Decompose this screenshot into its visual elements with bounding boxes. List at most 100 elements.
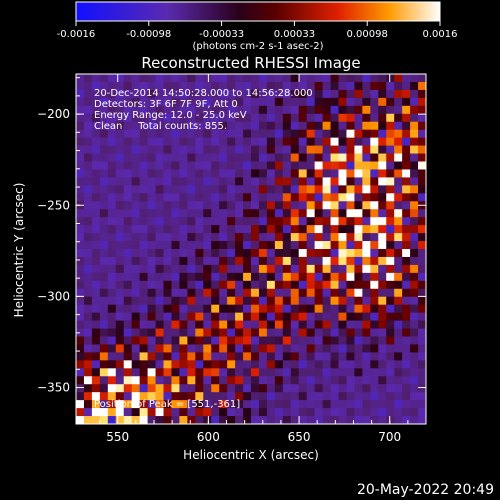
heatmap-cell <box>338 193 348 202</box>
heatmap-cell <box>251 121 260 131</box>
heatmap-cell <box>290 89 300 99</box>
heatmap-cell <box>386 249 395 258</box>
heatmap-cell <box>91 225 101 234</box>
heatmap-cell <box>330 209 340 218</box>
heatmap-cell <box>147 121 157 131</box>
heatmap-cell <box>99 344 109 354</box>
heatmap-cell <box>155 74 165 83</box>
heatmap-cell <box>227 344 236 354</box>
heatmap-cell <box>282 233 292 242</box>
heatmap-cell <box>338 97 348 107</box>
heatmap-cell <box>306 368 316 377</box>
heatmap-cell <box>171 177 181 186</box>
heatmap-cell <box>298 137 308 147</box>
heatmap-cell <box>203 384 212 393</box>
heatmap-cell <box>394 233 403 242</box>
heatmap-cell <box>187 177 196 186</box>
heatmap-cell <box>99 217 109 226</box>
heatmap-cell <box>274 264 284 274</box>
heatmap-cell <box>290 209 300 218</box>
heatmap-cell <box>290 74 300 83</box>
heatmap-cell <box>227 177 236 186</box>
heatmap-cell <box>195 272 204 282</box>
heatmap-cell <box>195 217 204 226</box>
heatmap-cell <box>386 280 395 290</box>
heatmap-cell <box>155 81 165 91</box>
heatmap-cell <box>139 89 149 99</box>
heatmap-cell <box>378 416 387 424</box>
heatmap-cell <box>338 296 348 306</box>
heatmap-cell <box>187 312 196 322</box>
heatmap-cell <box>314 328 324 338</box>
heatmap-cell <box>227 233 236 242</box>
heatmap-cell <box>227 400 236 409</box>
heatmap-cell <box>266 320 276 330</box>
heatmap-cell <box>410 225 419 234</box>
heatmap-cell <box>290 312 300 322</box>
heatmap-cell <box>195 105 204 115</box>
heatmap-cell <box>362 368 371 377</box>
heatmap-cell <box>91 233 101 242</box>
heatmap-cell <box>370 177 379 186</box>
heatmap-cell <box>402 368 411 377</box>
heatmap-cell <box>123 249 133 258</box>
heatmap-cell <box>298 344 308 354</box>
heatmap-cell <box>243 97 252 107</box>
heatmap-cell <box>386 408 395 417</box>
heatmap-cell <box>115 145 125 155</box>
heatmap-cell <box>235 288 244 298</box>
heatmap-cell <box>322 233 332 242</box>
heatmap-cell <box>274 344 284 354</box>
heatmap-cell <box>378 201 387 210</box>
heatmap-cell <box>76 296 85 306</box>
heatmap-cell <box>195 233 204 242</box>
heatmap-cell <box>298 225 308 234</box>
heatmap-cell <box>147 81 157 91</box>
peak-position-label: Position of Peak = [551,-361] <box>94 399 240 410</box>
heatmap-cell <box>314 185 324 194</box>
heatmap-cell <box>115 280 125 290</box>
heatmap-cell <box>362 113 371 123</box>
heatmap-cell <box>179 97 188 107</box>
heatmap-cell <box>370 225 379 234</box>
heatmap-cell <box>123 113 133 123</box>
heatmap-cell <box>235 416 244 424</box>
heatmap-cell <box>171 336 181 346</box>
heatmap-cell <box>235 336 244 346</box>
heatmap-cell <box>306 81 316 91</box>
heatmap-cell <box>123 416 133 424</box>
heatmap-cell <box>76 145 85 155</box>
heatmap-cell <box>203 113 212 123</box>
heatmap-cell <box>211 74 220 83</box>
heatmap-cell <box>203 408 212 417</box>
heatmap-cell <box>139 296 149 306</box>
heatmap-cell <box>147 177 157 186</box>
heatmap-cell <box>203 400 212 409</box>
heatmap-cell <box>195 392 204 401</box>
heatmap-cell <box>266 193 276 202</box>
x-axis: 550 600 650 700 <box>80 74 427 444</box>
heatmap-cell <box>171 408 181 417</box>
heatmap-cell <box>243 121 252 131</box>
heatmap-cell <box>179 113 188 123</box>
heatmap-cell <box>195 121 204 131</box>
heatmap-cell <box>362 169 371 179</box>
heatmap-cell <box>76 241 85 250</box>
heatmap-cell <box>354 304 363 314</box>
heatmap-cell <box>370 241 379 250</box>
heatmap-cell <box>410 344 419 354</box>
heatmap-cell <box>386 233 395 242</box>
heatmap-cell <box>354 320 363 330</box>
heatmap-cell <box>251 81 260 91</box>
heatmap-cell <box>338 280 348 290</box>
heatmap-cell <box>211 161 220 171</box>
heatmap-cell <box>131 288 141 298</box>
heatmap-cell <box>386 256 395 266</box>
heatmap-cell <box>322 145 332 155</box>
heatmap-cell <box>187 304 196 314</box>
heatmap-cell <box>179 74 188 83</box>
heatmap-cell <box>235 304 244 314</box>
heatmap-cell <box>131 193 141 202</box>
heatmap-cell <box>354 105 363 115</box>
heatmap-cell <box>211 328 220 338</box>
